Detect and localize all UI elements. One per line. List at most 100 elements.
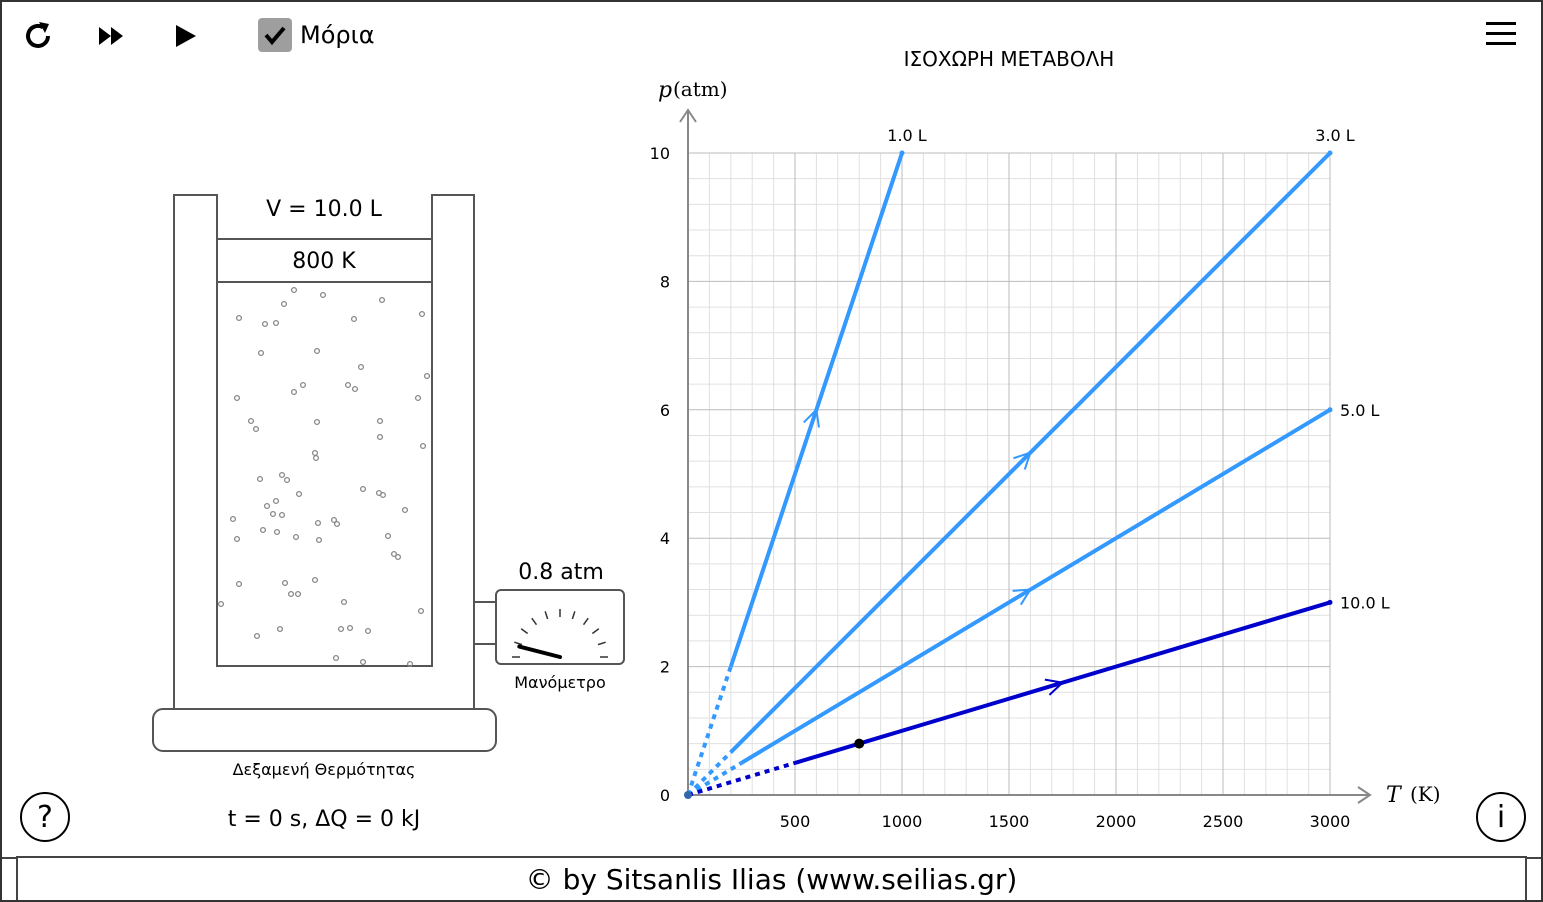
- piston[interactable]: [216, 238, 433, 283]
- molecule: [290, 286, 298, 294]
- x-tick-label: 3000: [1310, 812, 1351, 831]
- molecule: [263, 502, 271, 510]
- status-text: t = 0 s, ΔQ = 0 kJ: [228, 807, 421, 832]
- x-tick-label: 2500: [1203, 812, 1244, 831]
- manometer-label: Μανόμετρο: [514, 673, 605, 692]
- x-tick-label: 1000: [882, 812, 923, 831]
- vessel-diagram: V = 10.0 L 800 K Δεξαμενή Θερμότητας 0.8…: [152, 194, 625, 832]
- gauge-tick: [571, 611, 576, 620]
- info-button[interactable]: i: [1476, 792, 1526, 842]
- checkbox-box[interactable]: [258, 18, 292, 52]
- molecule: [319, 291, 327, 299]
- series-label: 3.0 L: [1315, 126, 1355, 145]
- molecule: [364, 627, 372, 635]
- molecule: [394, 553, 402, 561]
- molecule: [253, 632, 261, 640]
- molecule: [276, 625, 284, 633]
- series-direction-arrow: [803, 407, 820, 428]
- molecule: [333, 520, 341, 528]
- series-end-point: [1327, 407, 1333, 413]
- molecule: [235, 580, 243, 588]
- manometer-value: 0.8 atm: [518, 560, 604, 585]
- molecule: [359, 658, 367, 666]
- molecule: [423, 372, 431, 380]
- molecule: [330, 516, 338, 524]
- y-axis-unit: (atm): [673, 77, 728, 101]
- molecule: [417, 607, 425, 615]
- series-label: 1.0 L: [887, 126, 927, 145]
- series-line[interactable]: [740, 408, 1332, 765]
- series-end-point: [1327, 599, 1333, 605]
- gauge-tick: [597, 641, 606, 646]
- current-state-point[interactable]: [854, 738, 865, 749]
- gauge-needle: [517, 644, 562, 659]
- x-tick-label: 500: [780, 812, 811, 831]
- x-axis-arrow: [1357, 786, 1372, 804]
- molecule: [376, 417, 384, 425]
- molecule: [313, 347, 321, 355]
- molecule: [313, 418, 321, 426]
- molecule: [287, 590, 295, 598]
- molecules-checkbox[interactable]: Μόρια: [258, 16, 375, 54]
- series-labels: 1.0 L 3.0 L 5.0 L 10.0 L: [887, 126, 1389, 612]
- fast-forward-icon: [99, 27, 123, 45]
- molecule: [376, 433, 384, 441]
- molecule: [351, 385, 359, 393]
- volume-label: V = 10.0 L: [266, 197, 382, 222]
- help-button[interactable]: ?: [20, 792, 70, 842]
- series-line-dashed: [686, 665, 733, 796]
- series-end-point: [1327, 150, 1333, 156]
- pt-chart: ΙΣΟΧΩΡΗ ΜΕΤΑΒΟΛΗ 500 1000 1500 2000 2500 3000…: [650, 47, 1441, 831]
- series-lines: [684, 150, 1333, 799]
- gauge-tick: [591, 628, 600, 635]
- series-line-dashed: [687, 760, 796, 797]
- play-icon: [176, 25, 196, 47]
- menu-button[interactable]: [1483, 16, 1519, 52]
- molecule: [357, 363, 365, 371]
- series-direction-arrow: [1013, 451, 1032, 470]
- series-label: 10.0 L: [1340, 593, 1390, 612]
- molecule: [390, 550, 398, 558]
- molecule: [312, 454, 320, 462]
- molecule: [259, 526, 267, 534]
- molecule: [235, 314, 243, 322]
- molecule: [350, 315, 358, 323]
- series-end-point: [899, 150, 905, 156]
- molecule: [314, 519, 322, 527]
- molecule: [281, 579, 289, 587]
- molecule: [337, 625, 345, 633]
- reservoir-label: Δεξαμενή Θερμότητας: [233, 760, 416, 779]
- molecule: [252, 425, 260, 433]
- x-axis-unit: (K): [1410, 782, 1441, 806]
- molecule: [311, 576, 319, 584]
- temperature-label: 800 K: [292, 249, 356, 274]
- molecule: [272, 497, 280, 505]
- series-label: 5.0 L: [1340, 401, 1380, 420]
- y-tick-label: 8: [660, 272, 670, 291]
- molecule: [315, 536, 323, 544]
- molecule: [247, 417, 255, 425]
- reset-icon: [26, 22, 50, 48]
- tick-labels: 500 1000 1500 2000 2500 3000 0 2 4 6 8 10: [650, 144, 1351, 831]
- molecule: [269, 510, 277, 518]
- molecules-group: [217, 286, 431, 668]
- molecule: [292, 533, 300, 541]
- molecule: [256, 475, 264, 483]
- molecule: [332, 654, 340, 662]
- fast-forward-button[interactable]: [92, 16, 132, 56]
- heat-reservoir[interactable]: [152, 708, 497, 752]
- molecule: [378, 296, 386, 304]
- reset-button[interactable]: [18, 16, 58, 56]
- molecule: [419, 442, 427, 450]
- molecule: [278, 511, 286, 519]
- molecule: [340, 598, 348, 606]
- play-button[interactable]: [166, 16, 206, 56]
- molecule: [346, 624, 354, 632]
- manometer-gauge: [495, 589, 625, 665]
- chart-axes: [679, 108, 1372, 804]
- series-direction-arrow: [1044, 678, 1065, 696]
- molecule: [359, 485, 367, 493]
- molecule: [290, 388, 298, 396]
- molecule: [418, 310, 426, 318]
